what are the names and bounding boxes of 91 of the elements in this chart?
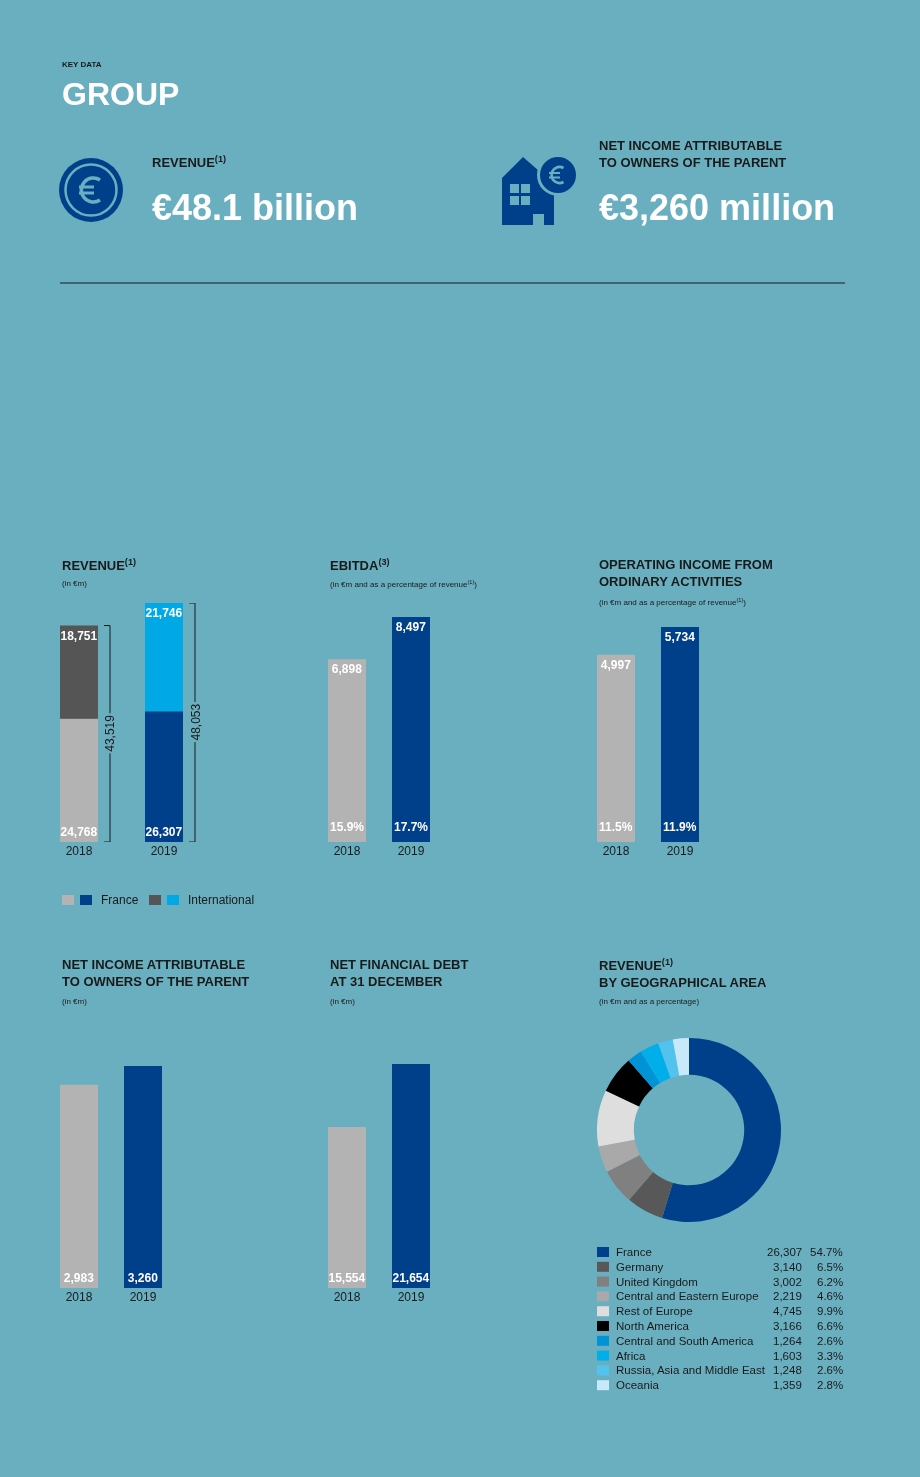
donut-slice (597, 1090, 640, 1147)
chart-subtitle: (in €m) (330, 997, 356, 1006)
x-tick-label: 2019 (397, 844, 425, 858)
x-tick-label: 2019 (397, 1290, 425, 1304)
chart-subtitle: (in €m and as a percentage of revenue$^{(1)}$) (599, 597, 747, 608)
legend-label: France (101, 893, 139, 907)
data-label: 8,497 (395, 620, 427, 634)
donut-slice (661, 1038, 781, 1222)
data-label: 21,654 (392, 1271, 430, 1285)
data-label: 18,751 (60, 628, 98, 643)
x-tick-label: 2019 (666, 844, 694, 858)
chart-title: NET FINANCIAL DEBT AT 31 DECEMBER (330, 957, 469, 989)
text: 6.6% (817, 1320, 844, 1332)
legend-label: Germany (616, 1261, 664, 1273)
data-label: 24,768 (60, 825, 98, 839)
x-tick-label: 2018 (65, 1290, 93, 1304)
data-label: 6,898 (331, 662, 363, 677)
text: 4.6% (817, 1290, 844, 1302)
legend-label: Oceania (616, 1379, 660, 1391)
annotation: 11.9% (663, 820, 697, 834)
x-tick-label: 2018 (65, 844, 93, 858)
data-label: 1,359 (773, 1379, 802, 1391)
data-label: 3,166 (773, 1320, 802, 1332)
x-tick-label: 2019 (129, 1290, 157, 1304)
text: 3.3% (817, 1350, 844, 1362)
text: GROUP (62, 76, 180, 112)
chart-title: OPERATING INCOME FROM ORDINARY ACTIVITIES (599, 557, 773, 589)
chart-subtitle: (in €m and as a percentage) (599, 997, 700, 1006)
x-tick-label: 2019 (150, 844, 178, 858)
text: NET INCOME ATTRIBUTABLE TO OWNERS OF THE PARENT (599, 138, 787, 170)
total-label: 48,053 (188, 703, 203, 741)
legend-label: Central and Eastern Europe (616, 1290, 759, 1302)
donut-slice (640, 1043, 671, 1083)
donut-slice (605, 1060, 653, 1107)
text: 9.9% (817, 1305, 844, 1317)
data-label: 21,746 (145, 606, 183, 620)
legend-label: International (188, 893, 255, 907)
legend-label: Russia, Asia and Middle East (616, 1364, 766, 1376)
donut-slice (606, 1154, 654, 1200)
annotation: 17.7% (394, 820, 429, 834)
text: 6.2% (817, 1276, 844, 1288)
annotation: 11.5% (599, 820, 633, 834)
data-label: 26,307 (767, 1246, 803, 1258)
bar (60, 625, 98, 719)
data-label: 26,307 (145, 825, 183, 839)
x-tick-label: 2018 (602, 844, 630, 858)
legend-label: North America (616, 1320, 690, 1332)
text: 6.5% (817, 1261, 844, 1273)
data-label: 4,745 (773, 1305, 802, 1317)
legend-label: France (616, 1246, 652, 1258)
chart-subtitle: (in €m) (62, 997, 88, 1006)
legend-label: Rest of Europe (616, 1305, 693, 1317)
text: €3,260 million (599, 187, 836, 228)
x-tick-label: 2018 (333, 1290, 361, 1304)
donut-slice (629, 1171, 673, 1218)
data-label: 5,734 (664, 630, 696, 644)
text: 2.8% (817, 1379, 844, 1391)
data-label: 1,248 (773, 1364, 802, 1376)
bar (145, 711, 183, 842)
donut-slice (628, 1051, 661, 1089)
data-label: 1,264 (773, 1335, 803, 1347)
data-label: 3,260 (127, 1271, 159, 1285)
chart-title: NET INCOME ATTRIBUTABLE TO OWNERS OF THE PARENT (62, 957, 250, 989)
x-tick-label: 2018 (333, 844, 361, 858)
bar (60, 718, 98, 842)
total-label: 43,519 (103, 714, 118, 752)
chart-subtitle: (in €m) (62, 579, 88, 588)
chart-subtitle: (in €m and as a percentage of revenue$^{(1)}$) (330, 579, 478, 590)
data-label: 1,603 (773, 1350, 802, 1362)
text: KEY DATA (62, 60, 102, 69)
legend-label: Central and South America (616, 1335, 755, 1347)
chart-title: EBITDA$^{(3)}$ (330, 557, 390, 574)
data-label: 3,002 (773, 1276, 802, 1288)
text: 54.7% (810, 1246, 843, 1258)
data-label: 2,219 (773, 1290, 802, 1302)
donut-slice (672, 1038, 689, 1076)
donut-slice (658, 1039, 680, 1078)
legend-label: United Kingdom (616, 1276, 698, 1288)
text: 2.6% (817, 1335, 844, 1347)
text: €48.1 billion (152, 187, 359, 228)
text: 2.6% (817, 1364, 844, 1376)
data-label: 3,140 (773, 1261, 802, 1273)
data-label: 2,983 (63, 1271, 95, 1285)
legend-label: Africa (616, 1350, 646, 1362)
text: REVENUE$^{(1)}$ (152, 154, 226, 171)
bar (145, 603, 183, 712)
data-label: 4,997 (600, 657, 632, 672)
chart-title: REVENUE$^{(1)}$ (62, 557, 136, 574)
donut-slice (598, 1139, 640, 1172)
chart-title: REVENUE$^{(1)}$ BY GEOGRAPHICAL AREA (599, 957, 767, 991)
data-label: 15,554 (328, 1271, 366, 1285)
